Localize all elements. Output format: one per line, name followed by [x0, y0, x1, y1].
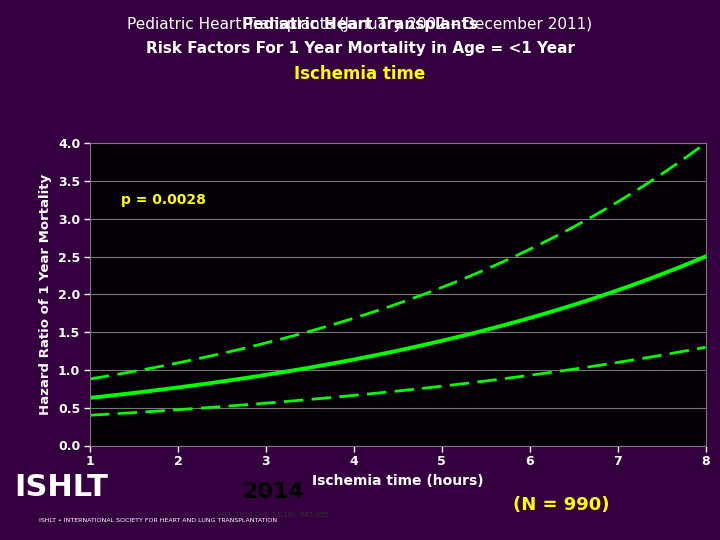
Text: 2014: 2014: [243, 482, 305, 502]
Text: p = 0.0028: p = 0.0028: [121, 193, 206, 207]
Text: ISHLT • INTERNATIONAL SOCIETY FOR HEART AND LUNG TRANSPLANTATION: ISHLT • INTERNATIONAL SOCIETY FOR HEART …: [40, 518, 277, 523]
Text: (N = 990): (N = 990): [513, 496, 610, 514]
Text: Ischemia time: Ischemia time: [294, 65, 426, 83]
Text: Pediatric Heart Transplants (January 2002 – December 2011): Pediatric Heart Transplants (January 200…: [127, 17, 593, 32]
X-axis label: Ischemia time (hours): Ischemia time (hours): [312, 474, 484, 488]
Text: Pediatric Heart Transplants: Pediatric Heart Transplants: [242, 17, 478, 32]
Text: Risk Factors For 1 Year Mortality in Age = <1 Year: Risk Factors For 1 Year Mortality in Age…: [145, 41, 575, 56]
Y-axis label: Hazard Ratio of 1 Year Mortality: Hazard Ratio of 1 Year Mortality: [40, 174, 53, 415]
Text: JHLT. 2014 Oct; 33(10): 985-995: JHLT. 2014 Oct; 33(10): 985-995: [217, 511, 330, 518]
Text: ISHLT: ISHLT: [14, 474, 109, 502]
